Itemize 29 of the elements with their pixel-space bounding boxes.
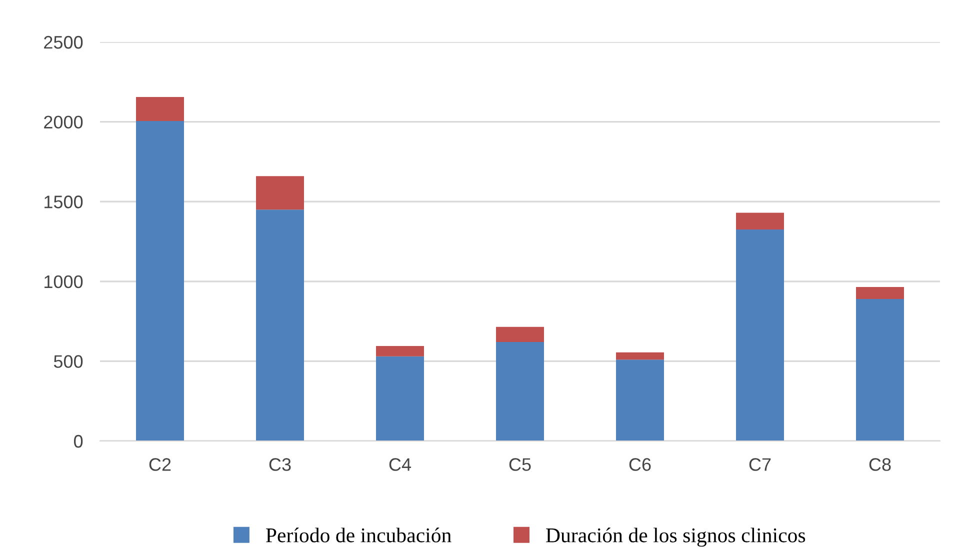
y-tick-label: 2500 [44, 36, 83, 49]
bar [376, 346, 424, 356]
x-tick-label: C2 [149, 458, 171, 471]
bar [616, 360, 664, 441]
y-tick-label: 1500 [44, 196, 83, 208]
bar [856, 298, 904, 441]
x-tick-label: C7 [749, 458, 771, 471]
y-tick-label: 0 [74, 434, 83, 448]
bar [616, 352, 664, 360]
bar [736, 212, 784, 230]
x-tick-label: C5 [509, 458, 531, 471]
bar [496, 326, 544, 342]
bar [256, 176, 304, 210]
bar [136, 121, 184, 441]
bar [856, 286, 904, 299]
bar [256, 210, 304, 441]
legend-label: Período de incubación [266, 528, 452, 542]
bar [736, 230, 784, 441]
x-tick-label: C8 [869, 458, 891, 471]
bar [136, 97, 184, 121]
x-tick-label: C4 [389, 458, 412, 471]
bar [376, 356, 424, 441]
x-tick-label: C3 [269, 458, 291, 471]
y-tick-label: 500 [54, 355, 83, 368]
legend-label: Duración de los signos clinicos [546, 528, 806, 547]
x-tick-label: C6 [629, 458, 651, 471]
bar [496, 342, 544, 441]
y-tick-label: 2000 [44, 116, 83, 129]
y-tick-label: 1000 [44, 275, 83, 288]
